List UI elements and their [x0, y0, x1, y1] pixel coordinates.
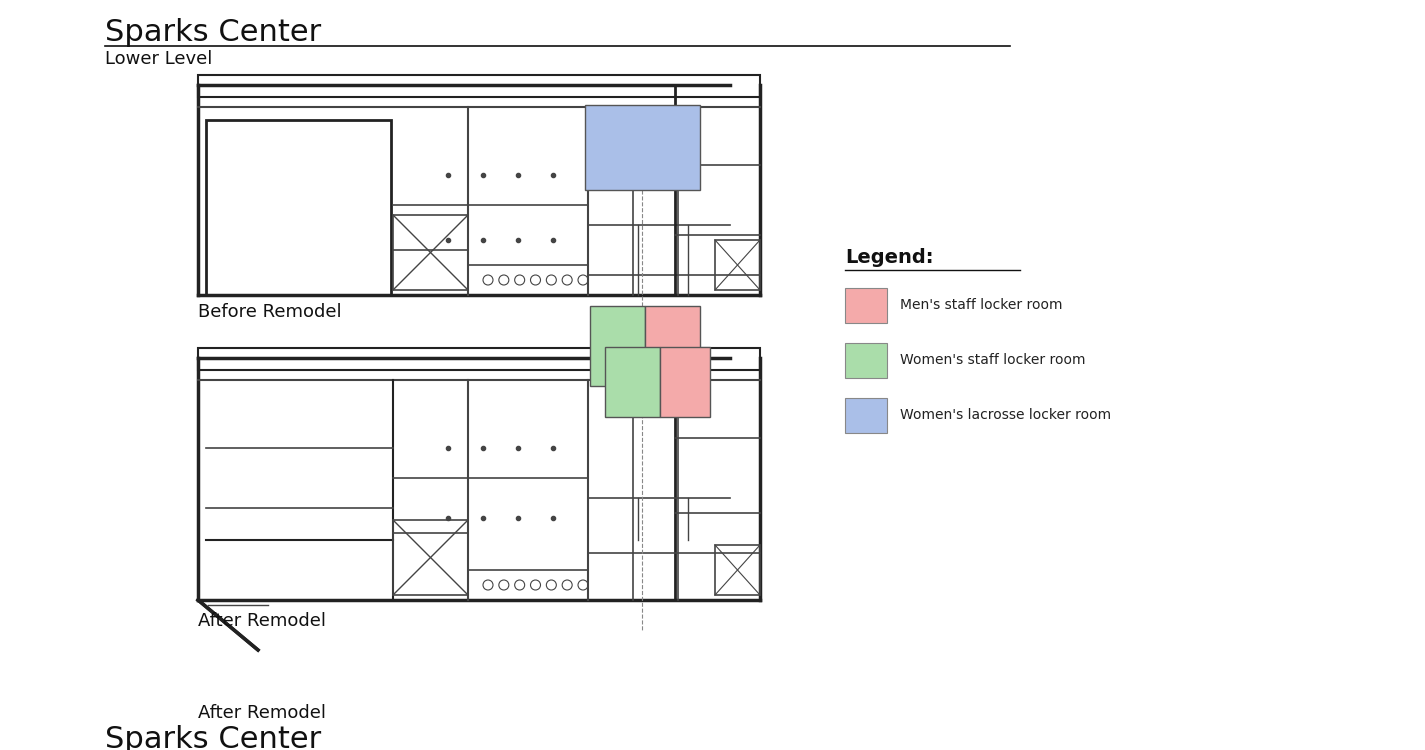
Bar [845, 343, 886, 378]
Text: Women's staff locker room: Women's staff locker room [901, 353, 1086, 367]
Bar [393, 520, 467, 595]
Bar [845, 398, 886, 433]
Bar [715, 545, 760, 595]
Bar [393, 215, 467, 290]
Text: After Remodel: After Remodel [198, 704, 326, 722]
Bar [207, 120, 390, 295]
Text: Sparks Center: Sparks Center [105, 725, 321, 750]
Bar [590, 306, 646, 386]
Text: Lower Level: Lower Level [105, 50, 212, 68]
Text: After Remodel: After Remodel [198, 612, 326, 630]
Text: Before Remodel: Before Remodel [198, 303, 342, 321]
Text: Men's staff locker room: Men's staff locker room [901, 298, 1063, 312]
Bar [198, 348, 760, 370]
Bar [606, 347, 660, 417]
Bar [198, 75, 760, 97]
Bar [586, 105, 700, 190]
Bar [660, 347, 710, 417]
Bar [715, 240, 760, 290]
Text: Women's lacrosse locker room: Women's lacrosse locker room [901, 408, 1112, 422]
Text: Legend:: Legend: [845, 248, 933, 267]
Bar [845, 288, 886, 323]
Text: Sparks Center: Sparks Center [105, 18, 321, 47]
Bar [646, 306, 700, 386]
